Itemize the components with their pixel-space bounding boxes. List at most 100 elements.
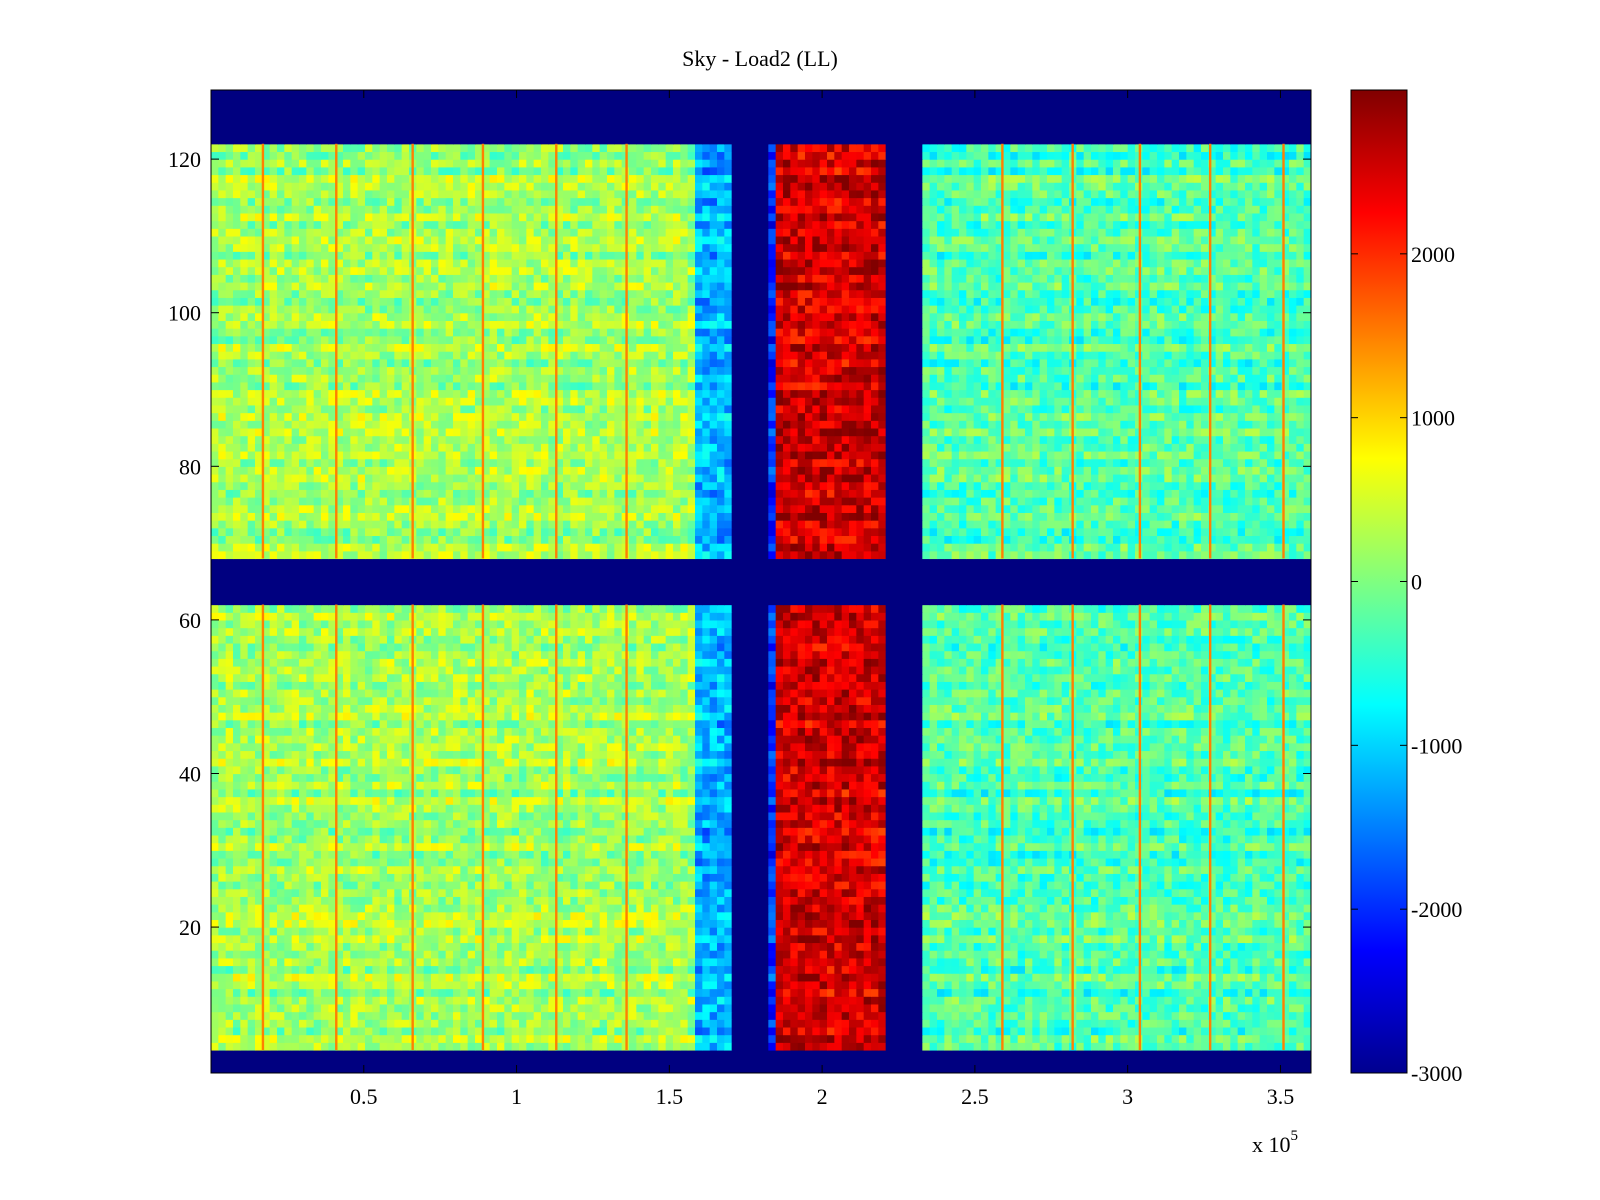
heatmap-cell (841, 973, 850, 982)
heatmap-cell (966, 996, 975, 1005)
heatmap-cell (350, 842, 359, 851)
heatmap-cell (944, 827, 953, 836)
heatmap-cell (929, 904, 938, 913)
heatmap-cell (995, 850, 1004, 859)
heatmap-cell (1303, 819, 1311, 828)
heatmap-cell (284, 934, 293, 944)
heatmap-cell (1032, 857, 1041, 867)
heatmap-cell (255, 834, 263, 844)
heatmap-cell (1061, 988, 1070, 997)
heatmap-cell (966, 934, 975, 944)
heatmap-cell (1303, 965, 1311, 974)
heatmap-cell (761, 1042, 769, 1051)
heatmap-cell (753, 827, 762, 836)
heatmap-cell (269, 888, 278, 897)
heatmap-cell (915, 973, 923, 982)
heatmap-cell (629, 1019, 637, 1028)
heatmap-cell (1113, 904, 1121, 913)
heatmap-cell (856, 1065, 865, 1073)
heatmap-cell (233, 1003, 241, 1013)
heatmap-cell (687, 1019, 696, 1028)
heatmap-cell (1281, 857, 1290, 867)
heatmap-cell (1120, 934, 1129, 944)
heatmap-cell (321, 911, 329, 921)
heatmap-cell (1259, 1011, 1268, 1020)
heatmap-cell (423, 942, 432, 951)
heatmap-cell (746, 973, 755, 982)
heatmap-cell (357, 834, 366, 844)
heatmap-cell (1296, 934, 1305, 944)
heatmap-cell (687, 1042, 696, 1051)
heatmap-cell (504, 1049, 513, 1059)
heatmap-cell (247, 811, 256, 821)
heatmap-cell (680, 988, 689, 997)
heatmap-cell (387, 927, 395, 936)
heatmap-cell (695, 857, 703, 867)
heatmap-cell (592, 834, 601, 844)
heatmap-cell (607, 1019, 615, 1028)
heatmap-cell (1157, 1049, 1165, 1059)
heatmap-cell (827, 904, 835, 913)
heatmap-cell (797, 919, 806, 928)
heatmap-cell (526, 888, 535, 897)
heatmap-cell (687, 819, 696, 828)
heatmap-cell (269, 811, 278, 821)
heatmap-cell (1201, 927, 1209, 936)
heatmap-cell (1267, 988, 1275, 997)
heatmap-cell (922, 888, 931, 897)
heatmap-cell (460, 934, 469, 944)
heatmap-cell (1105, 965, 1114, 974)
heatmap-cell (665, 827, 674, 836)
heatmap-cell (966, 857, 975, 867)
heatmap-cell (431, 1003, 439, 1013)
heatmap-cell (218, 1011, 227, 1020)
heatmap-cell (981, 942, 989, 951)
heatmap-cell (233, 1026, 241, 1036)
heatmap-cell (1201, 827, 1209, 836)
heatmap-cell (1113, 1042, 1121, 1051)
heatmap-cell (240, 896, 249, 905)
heatmap-cell (695, 919, 703, 928)
heatmap-cell (871, 857, 879, 867)
heatmap-cell (1281, 881, 1290, 890)
heatmap-cell (731, 842, 740, 851)
heatmap-cell (504, 980, 513, 990)
heatmap-cell (387, 919, 395, 928)
heatmap-cell (959, 1034, 967, 1043)
heatmap-cell (211, 850, 219, 859)
heatmap-cell (1083, 965, 1092, 974)
heatmap-cell (1054, 1057, 1063, 1066)
heatmap-cell (1047, 873, 1055, 882)
heatmap-cell (335, 827, 344, 836)
heatmap-cell (1120, 973, 1129, 982)
heatmap-cell (453, 1003, 461, 1013)
heatmap-cell (1120, 1065, 1129, 1073)
heatmap-cell (387, 1019, 395, 1028)
heatmap-cell (687, 919, 696, 928)
heatmap-cell (819, 934, 828, 944)
heatmap-cell (1054, 911, 1063, 921)
heatmap-cell (1083, 980, 1092, 990)
heatmap-cell (218, 965, 227, 974)
heatmap-cell (482, 1057, 491, 1066)
heatmap-cell (849, 1019, 857, 1028)
heatmap-cell (1113, 988, 1121, 997)
heatmap-cell (555, 927, 564, 936)
heatmap-cell (233, 1019, 241, 1028)
heatmap-cell (819, 881, 828, 890)
heatmap-cell (680, 927, 689, 936)
heatmap-cell (1010, 988, 1019, 997)
heatmap-cell (1039, 1057, 1048, 1066)
heatmap-cell (563, 1034, 571, 1043)
heatmap-cell (1179, 965, 1187, 974)
heatmap-cell (262, 827, 271, 836)
heatmap-cell (585, 827, 593, 836)
heatmap-cell (1230, 911, 1239, 921)
heatmap-cell (519, 904, 527, 913)
heatmap-cell (607, 1042, 615, 1051)
heatmap-cell (878, 865, 887, 874)
heatmap-cell (541, 1011, 549, 1020)
heatmap-cell (805, 857, 813, 867)
heatmap-cell (519, 1019, 527, 1028)
heatmap-cell (929, 911, 938, 921)
